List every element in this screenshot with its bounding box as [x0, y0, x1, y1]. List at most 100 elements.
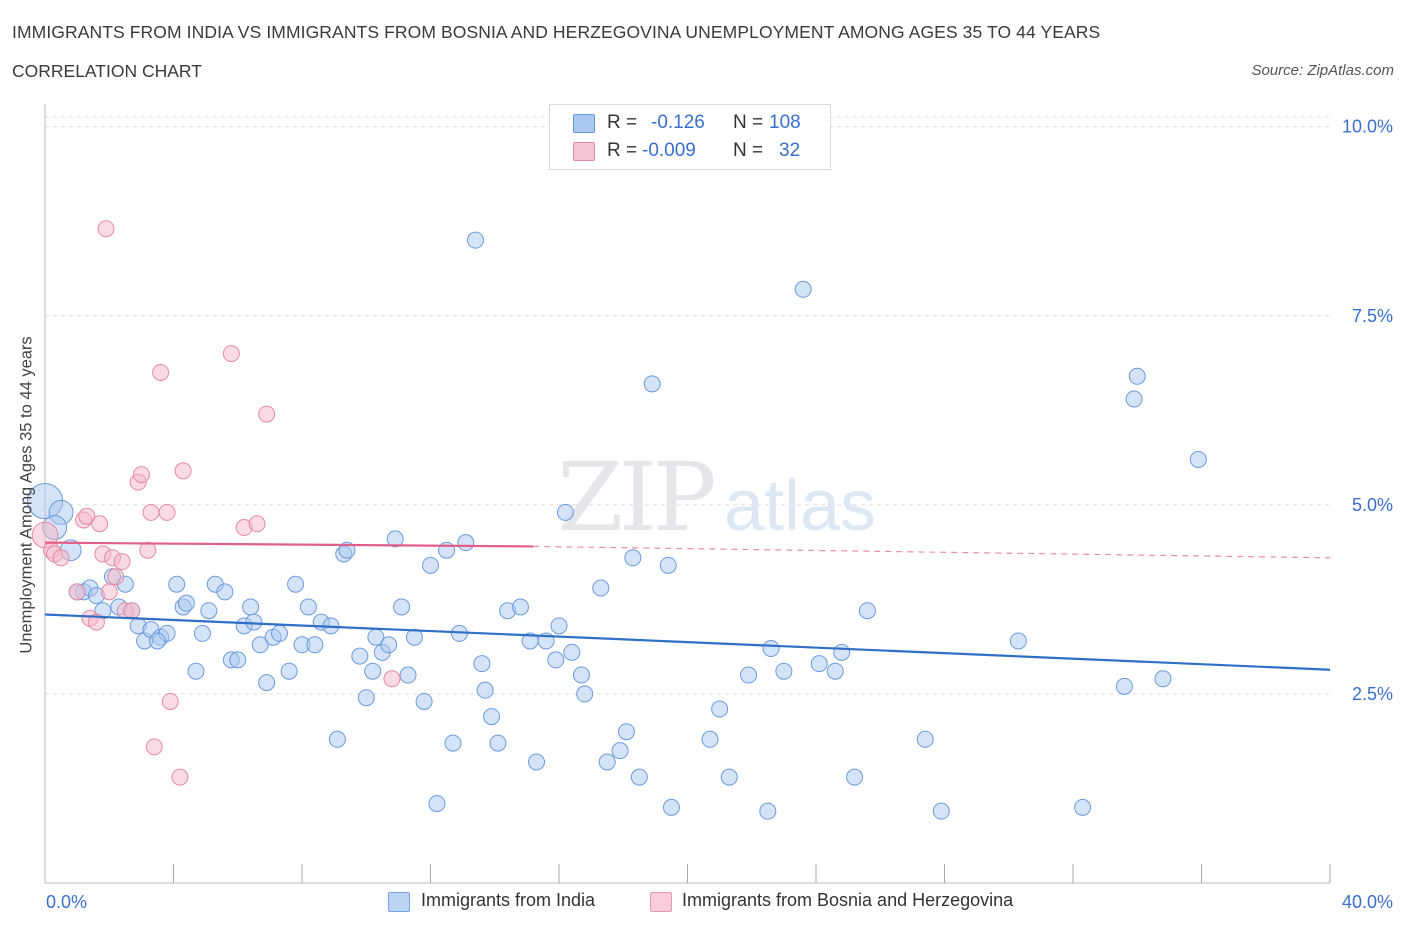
india-point [576, 685, 594, 703]
india-r-value: -0.126 [651, 112, 705, 133]
bosnia-point [145, 738, 163, 756]
india-point [351, 647, 369, 665]
india-point [386, 530, 404, 548]
india-point [1154, 670, 1172, 688]
x-tick-label-max: 40.0% [1342, 892, 1393, 912]
source-label: Source: ZipAtlas.com [1251, 62, 1394, 79]
bosnia-point [78, 507, 96, 525]
india-point [810, 655, 828, 673]
india-swatch [573, 114, 595, 133]
india-point [251, 636, 269, 654]
india-n-value: 108 [769, 112, 801, 133]
india-point [328, 730, 346, 748]
india-point [245, 613, 263, 631]
bosnia-legend-swatch [650, 892, 672, 912]
india-point [1115, 677, 1133, 695]
india-point [280, 662, 298, 680]
bosnia-trend-extension [533, 545, 1331, 559]
bosnia-point [132, 466, 150, 484]
india-point [193, 624, 211, 642]
trend-lines [44, 541, 1331, 671]
tick-labels: 2.5% 5.0% 7.5% 10.0% 0.0% 40.0% [46, 117, 1393, 912]
india-point [1009, 632, 1027, 650]
india-point [299, 598, 317, 616]
india-point [148, 632, 166, 650]
india-trend-line [44, 613, 1331, 671]
india-point [338, 541, 356, 559]
india-point [466, 231, 484, 249]
india-point [168, 575, 186, 593]
chart-subtitle: CORRELATION CHART [12, 61, 202, 81]
chart-title: IMMIGRANTS FROM INDIA VS IMMIGRANTS FROM… [12, 22, 1101, 42]
y-tick-label: 10.0% [1342, 117, 1393, 137]
y-tick-label: 5.0% [1352, 495, 1393, 515]
india-point [759, 802, 777, 820]
bosnia-r-value: -0.009 [642, 140, 696, 161]
india-point [258, 674, 276, 692]
india-point [592, 579, 610, 597]
india-point [473, 655, 491, 673]
india-point [306, 636, 324, 654]
bosnia-point [258, 405, 276, 423]
india-point [187, 662, 205, 680]
bosnia-point [248, 515, 266, 533]
bosnia-n-value: 32 [779, 140, 801, 161]
india-point [271, 624, 289, 642]
india-point [1189, 450, 1207, 468]
bosnia-point [97, 220, 115, 238]
watermark-zip: ZIP [557, 443, 714, 553]
india-point [794, 280, 812, 298]
india-point [572, 666, 590, 684]
watermark: ZIP atlas [557, 443, 876, 553]
india-point [916, 730, 934, 748]
bosnia-point [174, 462, 192, 480]
bosnia-swatch [573, 142, 595, 161]
india-point [380, 636, 398, 654]
india-point [511, 598, 529, 616]
india-point [556, 503, 574, 521]
bosnia-point [171, 768, 189, 786]
bosnia-point [91, 515, 109, 533]
bosnia-point [87, 613, 105, 631]
india-point [563, 643, 581, 661]
y-tick-label: 2.5% [1352, 684, 1393, 704]
india-point [550, 617, 568, 635]
bosnia-point [113, 553, 131, 571]
watermark-atlas: atlas [724, 466, 876, 546]
india-point [762, 640, 780, 658]
bosnia-n-label: N = [733, 140, 764, 161]
india-point [547, 651, 565, 669]
india-point [476, 681, 494, 699]
india-point [598, 753, 616, 771]
bosnia-legend-label: Immigrants from Bosnia and Herzegovina [682, 890, 1014, 910]
india-point [624, 549, 642, 567]
india-point [422, 556, 439, 574]
india-point [405, 628, 423, 646]
india-point [415, 692, 433, 710]
y-axis-label: Unemployment Among Ages 35 to 44 years [17, 336, 36, 654]
bosnia-point [68, 583, 86, 601]
bosnia-point [152, 363, 170, 381]
india-point [242, 598, 260, 616]
india-point [826, 662, 844, 680]
x-tick-label-min: 0.0% [46, 892, 87, 912]
india-n-label: N = [733, 112, 764, 133]
india-point [662, 798, 680, 816]
india-legend-label: Immigrants from India [421, 890, 596, 910]
india-point [438, 541, 456, 559]
india-point [357, 689, 375, 707]
india-point [643, 375, 661, 393]
india-point [364, 662, 382, 680]
india-point [932, 802, 950, 820]
india-point [740, 666, 758, 684]
bosnia-point [142, 503, 160, 521]
india-r-label: R = [607, 112, 638, 133]
india-point [399, 666, 417, 684]
india-point [287, 575, 305, 593]
india-point [444, 734, 462, 752]
india-point [659, 556, 677, 574]
correlation-legend: R = -0.126 N = 108 R = -0.009 N = 32 [549, 104, 831, 170]
india-point [611, 742, 629, 760]
india-point [858, 602, 876, 620]
